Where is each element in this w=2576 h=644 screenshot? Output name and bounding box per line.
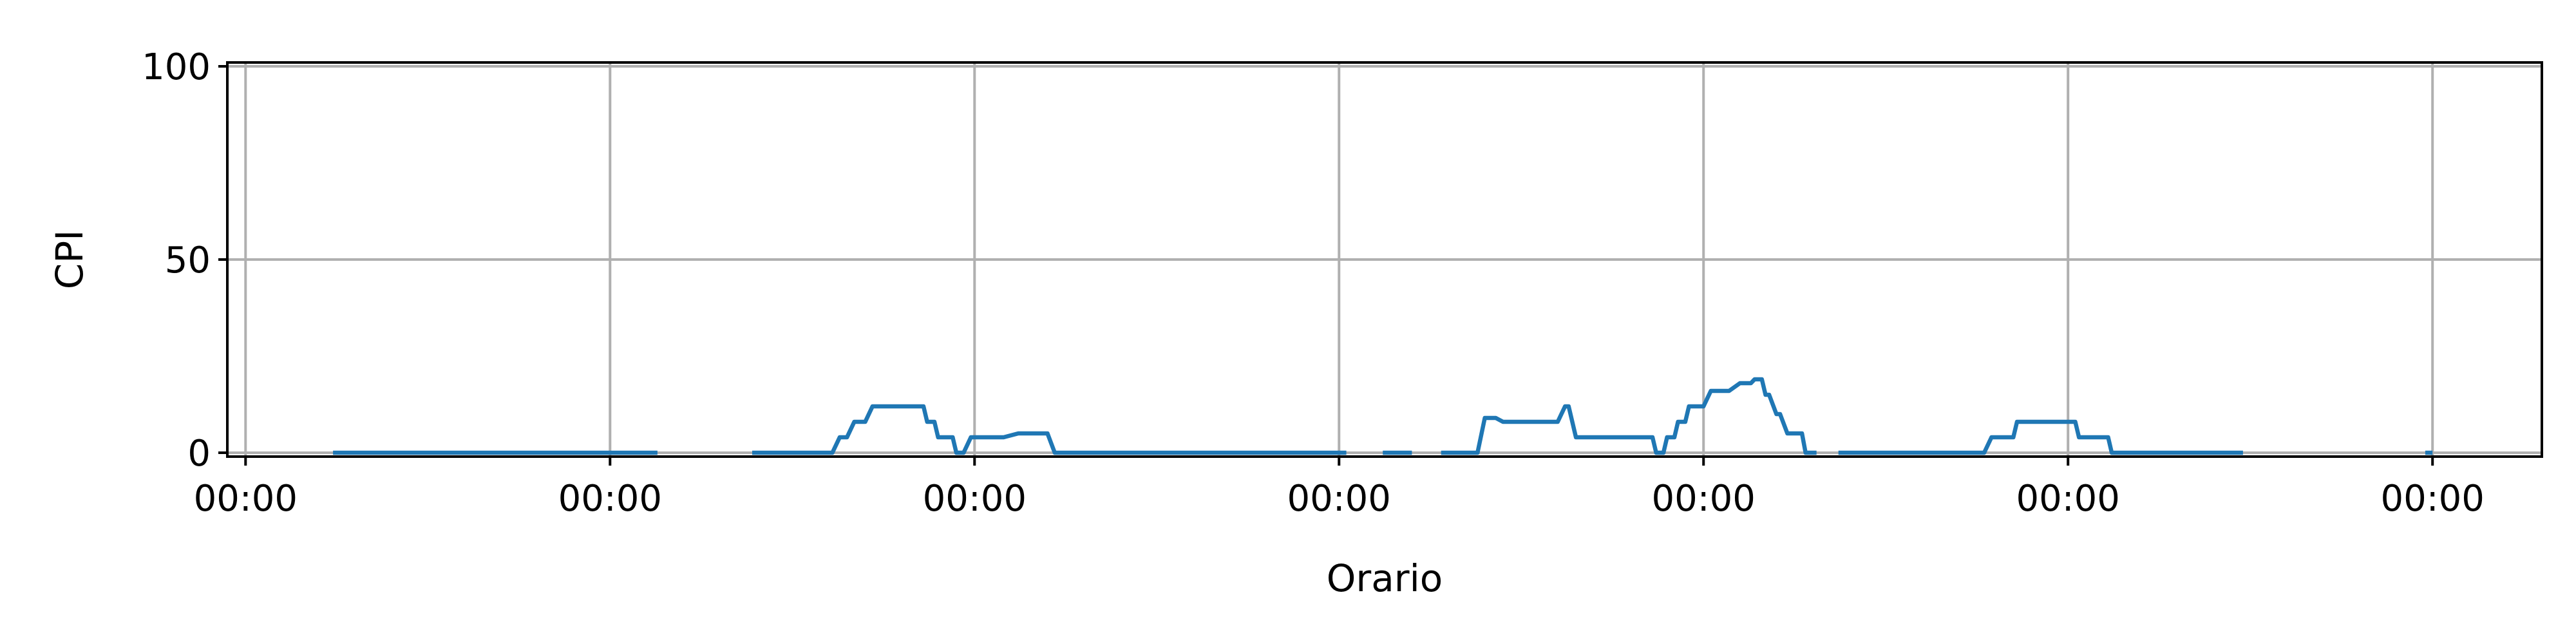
series-line-segment	[1441, 377, 1817, 455]
x-tick-label: 00:00	[558, 478, 662, 520]
series-line-segment	[752, 404, 1347, 455]
y-tick-label: 0	[187, 433, 211, 475]
x-tick-label: 00:00	[923, 478, 1027, 520]
axis-ticks: 00:00 00:00 00:00 00:00 00:00 00:00 00:0005010…	[142, 46, 2485, 520]
grid-lines	[227, 62, 2542, 457]
y-tick-label: 50	[165, 240, 211, 281]
series-line-segment	[1838, 419, 2243, 455]
y-tick-label: 100	[142, 46, 211, 88]
x-tick-label: 00:00	[2381, 478, 2485, 520]
x-tick-label: 00:00	[194, 478, 298, 520]
x-axis-label: Orario	[1327, 556, 1443, 600]
x-tick-label: 00:00	[1652, 478, 1756, 520]
x-tick-label: 00:00	[2016, 478, 2120, 520]
y-axis-label: CPI	[48, 230, 91, 290]
series-layer	[333, 377, 2433, 455]
x-tick-label: 00:00	[1287, 478, 1391, 520]
